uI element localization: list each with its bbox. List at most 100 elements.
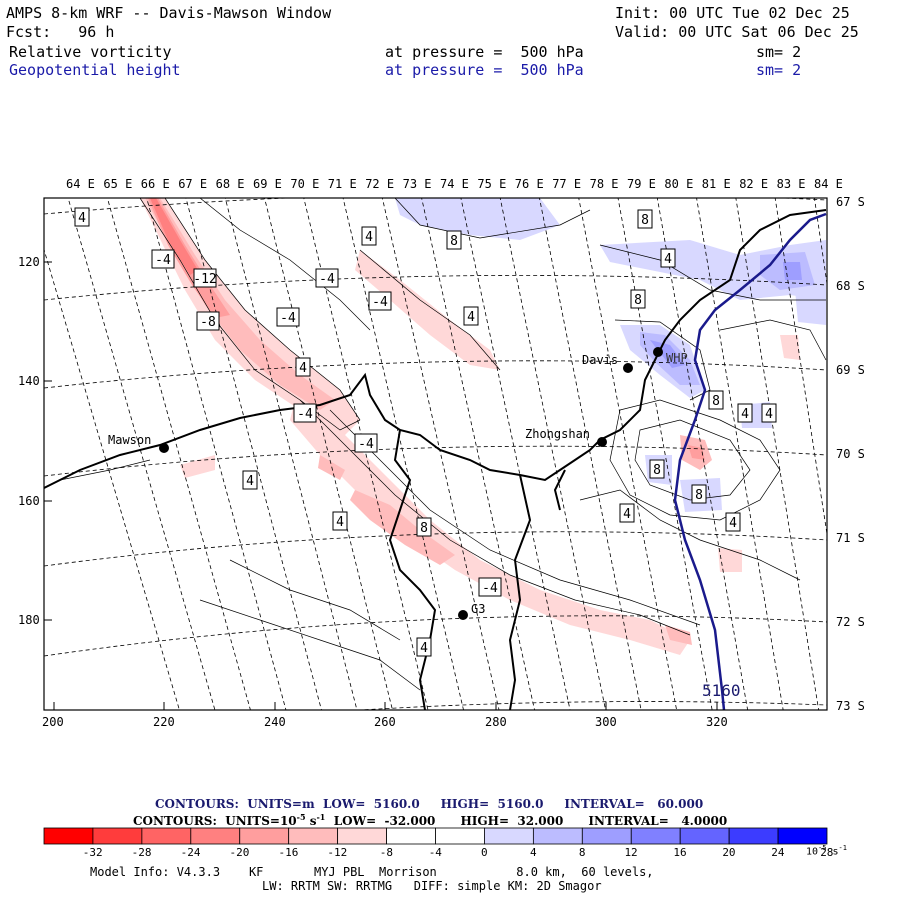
colorbar-swatch (190, 827, 241, 845)
longitude-label: 78 E (589, 177, 619, 191)
longitude-label: 80 E (664, 177, 694, 191)
svg-text:4: 4 (664, 252, 672, 267)
longitude-label: 68 E (215, 177, 245, 191)
colorbar-tick-label: -8 (379, 846, 393, 859)
colorbar-swatch (630, 827, 681, 845)
contour-label: 4 (725, 512, 741, 532)
contour-label: 4 (416, 637, 432, 657)
contour-label: -4 (315, 268, 339, 288)
station-label-mawson: Mawson (108, 433, 152, 447)
contour-label: 4 (619, 503, 635, 523)
longitude-label: 81 E (701, 177, 731, 191)
colorbar-swatch (777, 827, 828, 845)
longitude-label: 65 E (103, 177, 133, 191)
colorbar-swatch (239, 827, 290, 845)
x-tick-label: 220 (153, 715, 175, 729)
colorbar-tick-label: 0 (481, 846, 488, 859)
colorbar-tick-label: 28 (820, 846, 834, 859)
svg-text:4: 4 (765, 407, 773, 422)
station-label-g3: G3 (471, 602, 486, 616)
longitude-label: 79 E (627, 177, 656, 191)
svg-text:8: 8 (712, 394, 720, 409)
contour-label: -4 (478, 577, 502, 597)
longitude-label: 72 E (365, 177, 395, 191)
contour-label: 8 (630, 289, 646, 309)
longitude-label: 83 E (776, 177, 806, 191)
contour-label: -12 (193, 268, 217, 288)
svg-text:8: 8 (653, 463, 661, 478)
contour-label: 4 (74, 207, 90, 227)
station-dot-whp (653, 347, 663, 357)
latitude-label: 71 S (836, 531, 865, 545)
colorbar-swatch (532, 827, 583, 845)
svg-text:4: 4 (420, 641, 428, 656)
svg-text:-4: -4 (358, 437, 374, 452)
svg-text:8: 8 (450, 234, 458, 249)
y-tick-label: 120 (18, 255, 40, 269)
latitude-label: 69 S (836, 363, 865, 377)
colorbar-swatch (435, 827, 485, 845)
station-dot-zhongshan (597, 437, 607, 447)
svg-text:4: 4 (336, 515, 344, 530)
valid-time: Valid: 00 UTC Sat 06 Dec 25 (615, 23, 859, 41)
svg-text:4: 4 (246, 474, 254, 489)
station-dot-mawson (159, 443, 169, 453)
latitude-label: 68 S (836, 279, 865, 293)
contour-label: 4 (463, 306, 479, 326)
colorbar-tick-label: 8 (578, 846, 586, 859)
station-label-whp: WHP (666, 351, 688, 365)
forecast-hour: Fcst: 96 h (6, 23, 115, 41)
longitude-label: 71 E (327, 177, 357, 191)
colorbar-swatch (484, 827, 534, 845)
model-info-line2: LW: RRTM SW: RRTMG DIFF: simple KM: 2D S… (262, 879, 602, 893)
x-tick-label: 320 (706, 715, 728, 729)
latitude-label: 67 S (836, 195, 865, 209)
svg-text:-8: -8 (200, 315, 216, 330)
colorbar-swatch (288, 827, 339, 845)
height-contour-info: CONTOURS: UNITS=m LOW= 5160.0 HIGH= 5160… (155, 797, 704, 811)
longitude-label: 76 E (514, 177, 544, 191)
svg-text:8: 8 (634, 293, 642, 308)
contour-label: 8 (691, 484, 707, 504)
svg-text:8: 8 (641, 213, 649, 228)
svg-text:4: 4 (729, 516, 737, 531)
colorbar-swatch (141, 827, 192, 845)
station-dot-davis (623, 363, 633, 373)
contour-label: 8 (637, 209, 653, 229)
contour-label: -4 (354, 433, 378, 453)
svg-text:4: 4 (741, 407, 749, 422)
contour-label: 8 (708, 390, 724, 410)
colorbar-swatch (92, 827, 143, 845)
longitude-label: 67 E (178, 177, 208, 191)
contour-label: -4 (151, 249, 175, 269)
vorticity-contours (59, 198, 827, 691)
colorbar-swatch (386, 827, 436, 845)
colorbar-swatch (581, 827, 632, 845)
longitude-label: 74 E (440, 177, 469, 191)
contour-labels: 4 -4 -12 -8 -4 -4 -4 4 -4 -4 4 8 4 8 4 8 8 4 8 8 4 4 4 4 8 -4 4 4 (74, 207, 777, 657)
station-label-zhongshan: Zhongshan (525, 427, 591, 441)
svg-text:4: 4 (365, 230, 373, 245)
svg-text:4: 4 (623, 507, 631, 522)
colorbar-tick-label: 16 (673, 846, 687, 859)
geopotential-contour-label: 5160 (702, 681, 741, 700)
x-tick-label: 260 (374, 715, 396, 729)
longitude-label: 73 E (402, 177, 432, 191)
latitude-label: 72 S (836, 615, 865, 629)
colorbar-tick-label: -12 (327, 846, 348, 859)
field1-smoothing: sm= 2 (756, 43, 802, 61)
colorbar-tick-label: 24 (771, 846, 785, 859)
svg-text:-4: -4 (319, 272, 335, 287)
svg-text:4: 4 (299, 361, 307, 376)
colorbar-tick-label: 12 (624, 846, 638, 859)
svg-text:-4: -4 (155, 253, 171, 268)
contour-label: -8 (196, 311, 220, 331)
contour-label: 8 (416, 517, 432, 537)
y-tick-label: 180 (18, 613, 40, 627)
svg-text:8: 8 (695, 488, 703, 503)
longitude-label: 84 E (814, 177, 843, 191)
contour-label: 4 (295, 357, 311, 377)
longitude-label: 82 E (739, 177, 769, 191)
x-tick-label: 280 (485, 715, 507, 729)
